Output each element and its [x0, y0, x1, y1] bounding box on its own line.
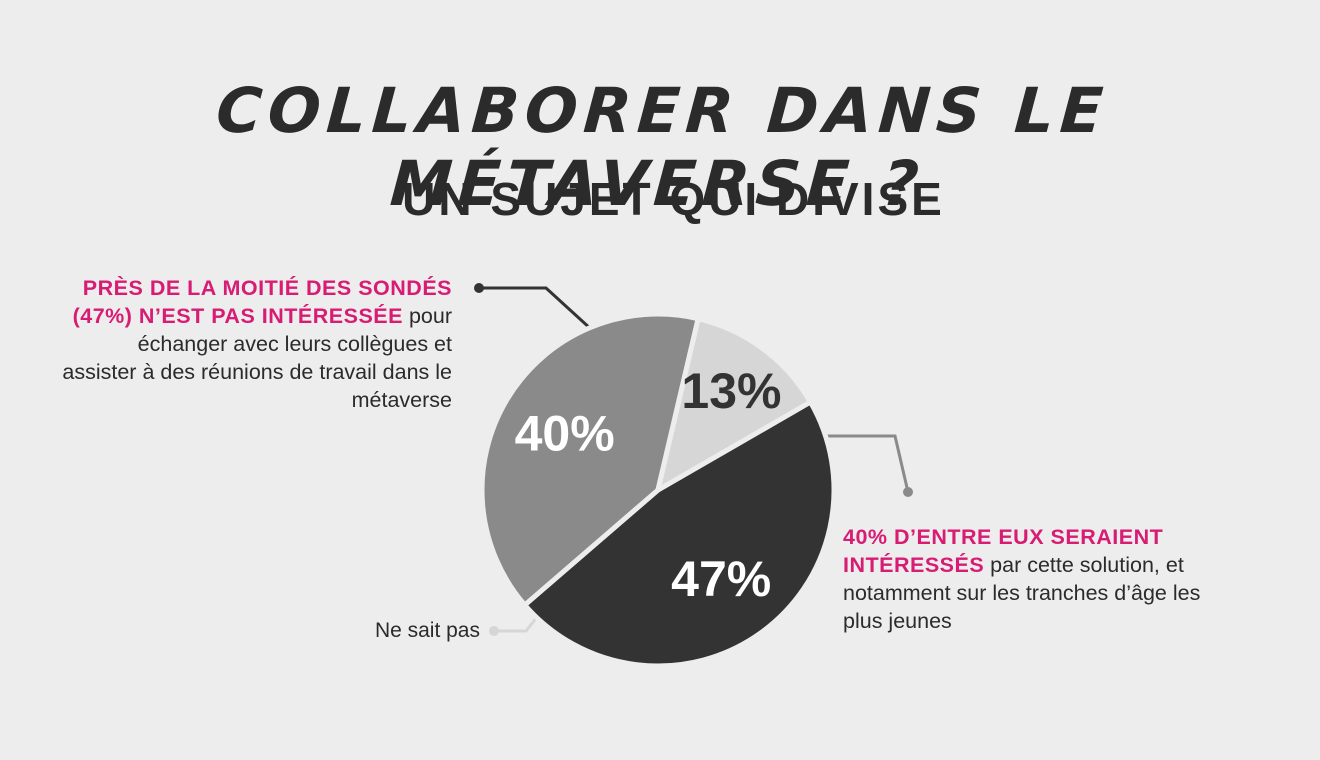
callout-interested-text: par cette solution, et notamment sur les… [843, 553, 1201, 633]
page-subtitle: UN SUJET QUI DIVISE [402, 173, 945, 225]
pie-label-47: 47% [671, 551, 771, 607]
pie-slice-40 [479, 311, 701, 608]
pie-label-40: 40% [515, 405, 615, 461]
pie-label-13: 13% [681, 363, 781, 419]
callout-not-interested: PRÈS DE LA MOITIÉ DES SONDÉS (47%) N’EST… [60, 274, 452, 414]
callout-not-interested-highlight: PRÈS DE LA MOITIÉ DES SONDÉS (47%) N’EST… [72, 276, 452, 328]
pie-slice-13 [655, 316, 813, 493]
callout-unknown: Ne sait pas [374, 619, 480, 642]
leader-line-not-interested [474, 283, 594, 332]
leader-line-interested [826, 434, 913, 497]
callout-not-interested-text: pour échanger avec leurs collègues et as… [62, 304, 452, 412]
pie-slice-47 [522, 399, 837, 669]
callout-interested-highlight: 40% D’ENTRE EUX SERAIENT INTÉRESSÉS [843, 525, 1164, 577]
callout-interested: 40% D’ENTRE EUX SERAIENT INTÉRESSÉS par … [843, 523, 1243, 635]
